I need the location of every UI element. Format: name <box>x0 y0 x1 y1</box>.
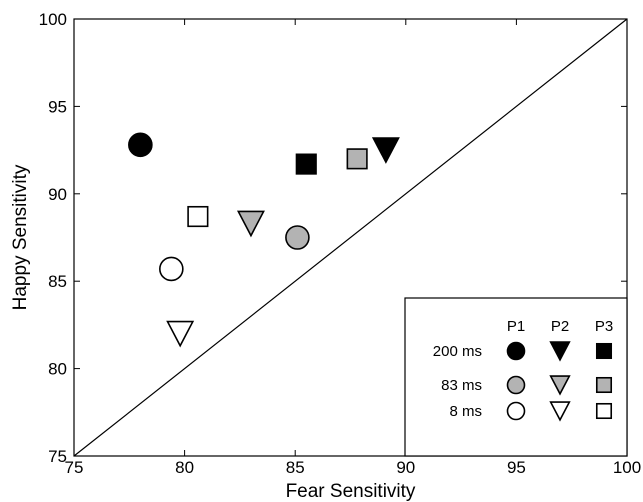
data-point-p3-83ms <box>346 148 368 170</box>
data-point-p3-8ms <box>187 205 209 228</box>
y-tick-label: 75 <box>48 447 67 466</box>
data-point-p2-83ms <box>236 210 265 238</box>
x-tick-label: 90 <box>396 458 415 477</box>
data-point-p1-83ms <box>285 225 310 250</box>
data-point-p3-200ms <box>295 153 317 175</box>
legend-condition-label: 83 ms <box>441 377 482 394</box>
y-tick-label: 95 <box>48 97 67 116</box>
legend-marker-p2-83ms <box>549 375 571 396</box>
x-tick-label: 80 <box>175 458 194 477</box>
legend-marker-p2-8ms <box>549 401 571 422</box>
y-tick-label: 100 <box>39 10 67 29</box>
legend-participant-label: P3 <box>595 318 613 335</box>
legend-marker-p1-8ms <box>506 401 526 421</box>
legend-marker-p1-200ms <box>506 341 526 361</box>
legend-marker-p3-83ms <box>595 376 613 394</box>
legend-participant-label: P1 <box>507 318 525 335</box>
data-point-p2-8ms <box>166 320 195 348</box>
data-point-p2-200ms <box>371 137 400 164</box>
legend-participant-label: P2 <box>551 318 569 335</box>
legend-marker-p2-200ms <box>549 341 571 362</box>
identity-line <box>73 18 628 457</box>
x-axis-title: Fear Sensitivity <box>286 481 416 502</box>
x-tick-label: 100 <box>613 458 641 477</box>
legend-condition-label: 200 ms <box>433 343 482 360</box>
y-tick-label: 85 <box>48 272 67 291</box>
x-tick-label: 75 <box>65 458 84 477</box>
legend-marker-p3-8ms <box>595 402 613 420</box>
data-point-p1-8ms <box>159 256 184 282</box>
legend-marker-p3-200ms <box>595 342 613 360</box>
legend-condition-label: 8 ms <box>449 403 482 420</box>
y-tick-label: 80 <box>48 360 67 379</box>
x-tick-label: 85 <box>286 458 305 477</box>
y-axis-title: Happy Sensitivity <box>10 164 31 310</box>
legend-marker-p1-83ms <box>506 375 526 395</box>
data-point-p1-200ms <box>128 132 153 158</box>
y-tick-label: 90 <box>48 185 67 204</box>
x-tick-label: 95 <box>507 458 526 477</box>
